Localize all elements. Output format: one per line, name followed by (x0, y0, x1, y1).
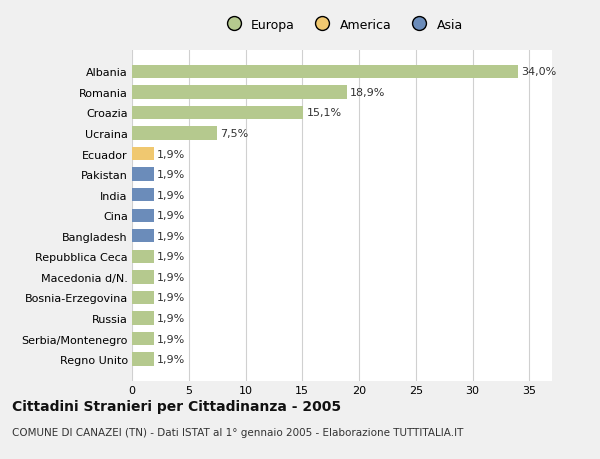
Bar (132, 189, 154, 202)
Bar (132, 353, 154, 366)
Text: COMUNE DI CANAZEI (TN) - Dati ISTAT al 1° gennaio 2005 - Elaborazione TUTTITALIA: COMUNE DI CANAZEI (TN) - Dati ISTAT al 1… (12, 427, 463, 437)
Bar (132, 291, 154, 304)
Text: 18,9%: 18,9% (350, 88, 385, 98)
Text: 1,9%: 1,9% (157, 190, 185, 200)
Text: 34,0%: 34,0% (521, 67, 557, 77)
Text: 15,1%: 15,1% (307, 108, 342, 118)
Text: 1,9%: 1,9% (157, 231, 185, 241)
Bar (132, 168, 154, 181)
Bar (132, 271, 154, 284)
Text: 7,5%: 7,5% (221, 129, 249, 139)
Text: 1,9%: 1,9% (157, 293, 185, 303)
Bar (132, 230, 154, 243)
Text: 1,9%: 1,9% (157, 354, 185, 364)
Bar (132, 209, 154, 223)
Text: 1,9%: 1,9% (157, 170, 185, 180)
Bar (132, 147, 154, 161)
Text: 1,9%: 1,9% (157, 252, 185, 262)
Text: 1,9%: 1,9% (157, 272, 185, 282)
Text: 1,9%: 1,9% (157, 313, 185, 323)
Bar (132, 332, 154, 346)
Text: 1,9%: 1,9% (157, 211, 185, 221)
Text: Cittadini Stranieri per Cittadinanza - 2005: Cittadini Stranieri per Cittadinanza - 2… (12, 399, 341, 413)
Bar (132, 106, 304, 120)
Bar (132, 312, 154, 325)
Bar (132, 250, 154, 263)
Bar (132, 66, 518, 79)
Text: 1,9%: 1,9% (157, 334, 185, 344)
Legend: Europa, America, Asia: Europa, America, Asia (216, 14, 468, 37)
Bar (132, 127, 217, 140)
Text: 1,9%: 1,9% (157, 149, 185, 159)
Bar (132, 86, 347, 99)
